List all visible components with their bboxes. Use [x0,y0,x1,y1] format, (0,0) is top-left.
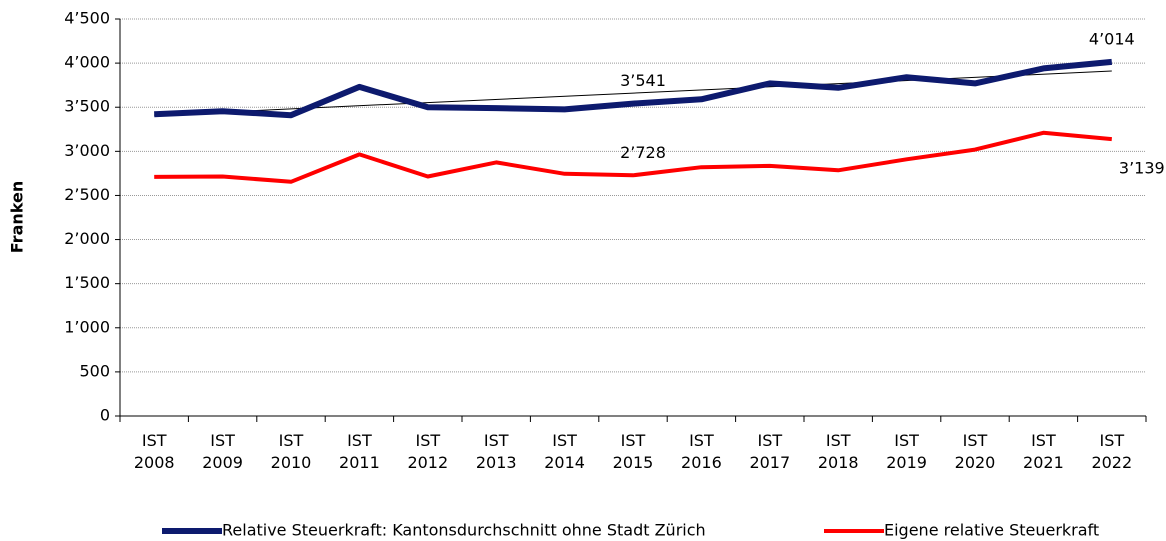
x-tick-label: IST 2016 [681,431,722,472]
x-tick-label: IST 2014 [544,431,585,472]
y-axis-label: Franken [8,181,27,253]
y-tick-label: 3’500 [64,97,110,116]
x-tick-label: IST 2008 [133,431,175,472]
y-tick-label: 4’500 [64,9,110,28]
series-line [154,58,1113,119]
y-tick-label: 3’000 [64,141,110,160]
x-tick-label: IST 2019 [886,431,927,472]
data-label: 3’139 [1119,159,1165,178]
legend-label: Relative Steuerkraft: Kantonsdurchschnit… [222,521,706,540]
data-label: 2’728 [620,143,666,162]
x-tick-label: IST 2022 [1091,431,1133,472]
x-tick-label: IST 2018 [817,431,859,472]
y-tick-label: 500 [79,361,110,380]
x-tick-label: IST 2010 [270,431,312,472]
x-tick-label: IST 2012 [407,431,449,472]
x-tick-label: IST 2011 [339,431,380,472]
x-tick-label: IST 2009 [202,431,243,472]
y-tick-label: 2’500 [64,185,110,204]
legend-label: Eigene relative Steuerkraft [884,521,1099,540]
data-label: 4’014 [1089,29,1135,48]
series-line [154,130,1112,184]
x-tick-label: IST 2017 [749,431,791,472]
y-tick-label: 1’000 [64,317,110,336]
y-tick-label: 4’000 [64,53,110,72]
y-tick-label: 0 [100,406,110,425]
x-tick-label: IST 2021 [1023,431,1064,472]
x-tick-label: IST 2020 [954,431,996,472]
x-tick-label: IST 2013 [475,431,517,472]
x-tick-label: IST 2015 [612,431,654,472]
data-label: 3’541 [620,71,666,90]
y-tick-label: 1’500 [64,273,110,292]
y-tick-label: 2’000 [64,229,110,248]
